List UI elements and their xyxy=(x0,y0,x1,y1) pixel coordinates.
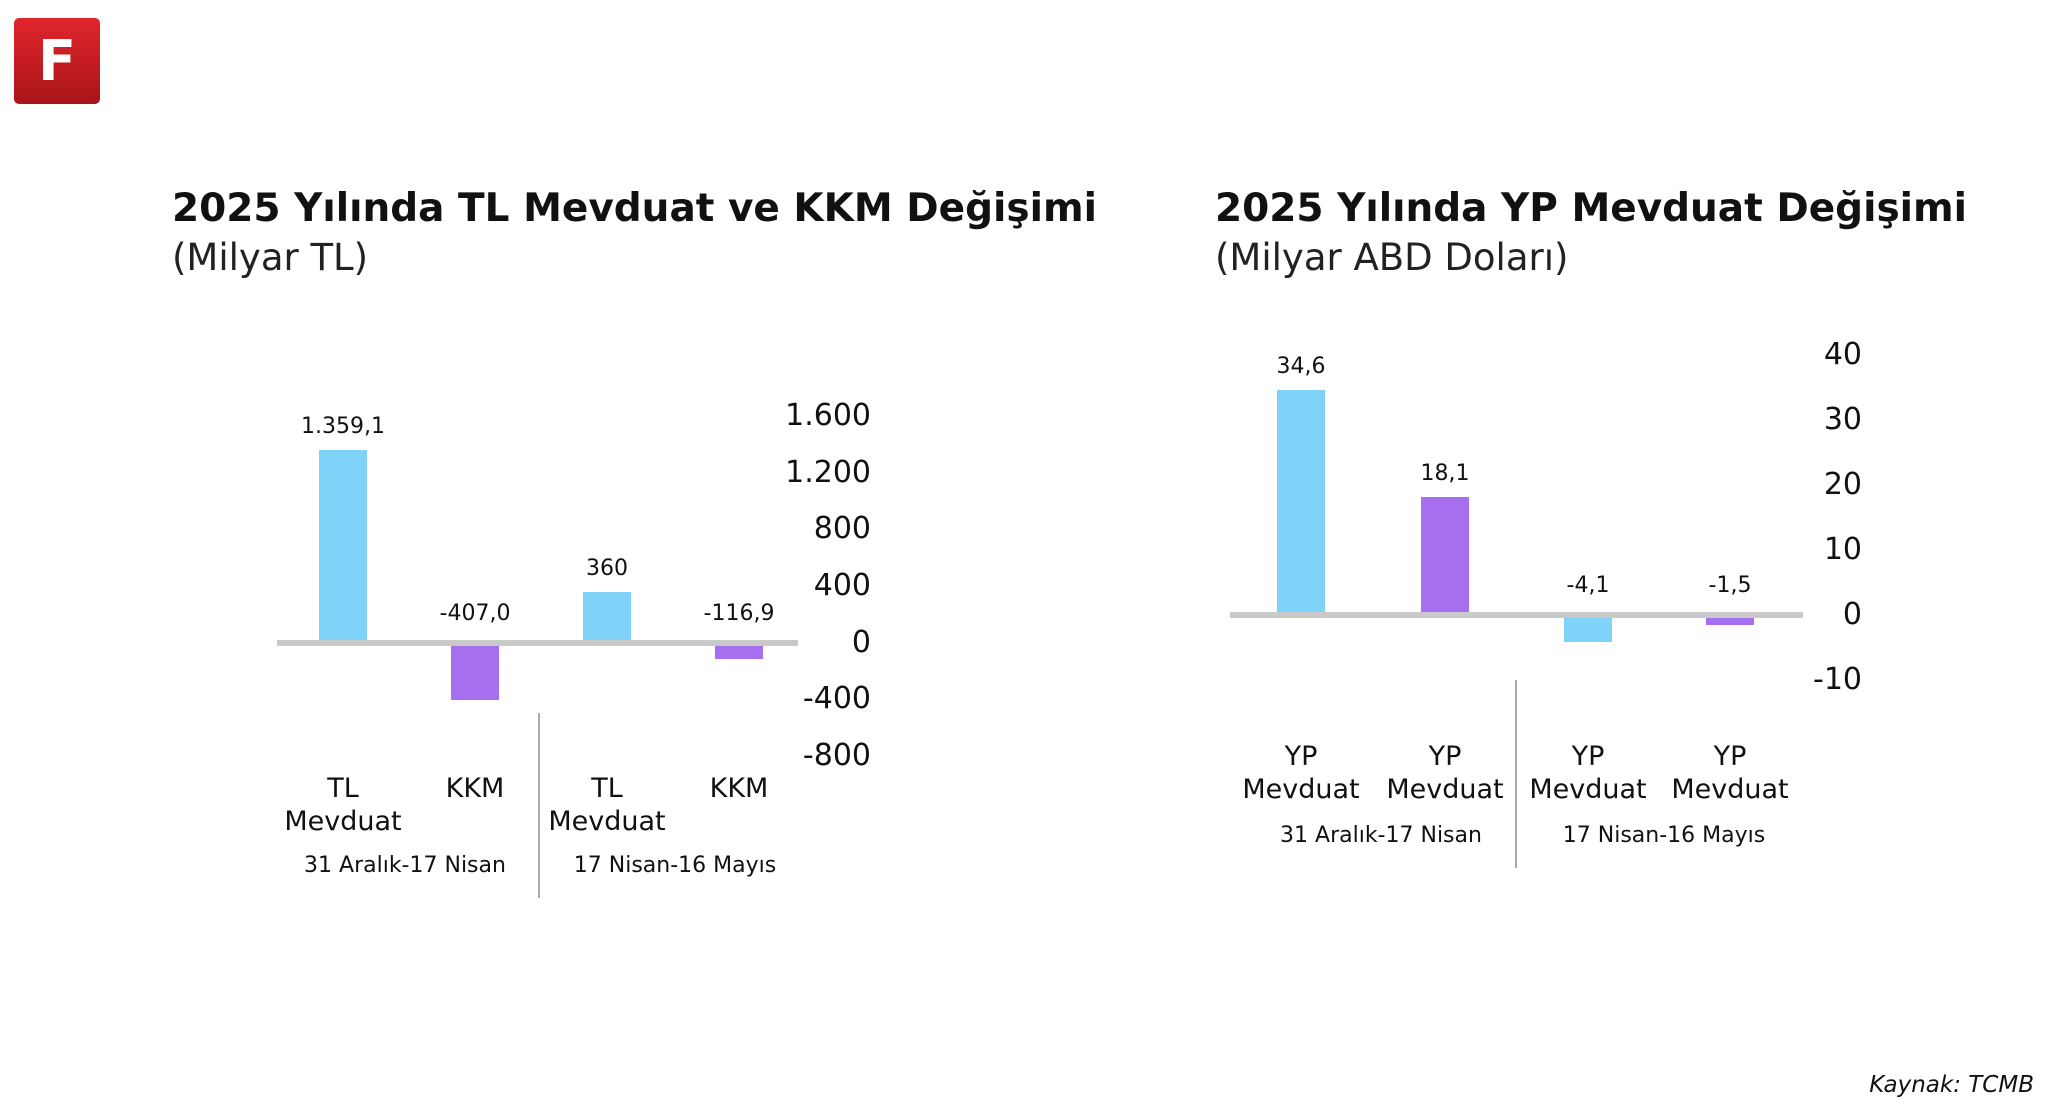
y-tick-label: 1.600 xyxy=(785,398,871,433)
source: Kaynak: TCMB xyxy=(1869,1072,2034,1098)
x-tick-label: KKM xyxy=(445,773,505,804)
baseline xyxy=(277,639,798,646)
x-tick-label: YP Mevduat xyxy=(1671,741,1789,805)
y-tick-label: 800 xyxy=(813,511,871,547)
bar xyxy=(715,642,763,660)
x-tick-label: YP Mevduat xyxy=(1242,741,1360,805)
x-tick-label: TL Mevduat xyxy=(284,773,402,837)
y-tick-label: 30 xyxy=(1823,402,1862,437)
y-tick-label: -10 xyxy=(1813,662,1862,697)
value-label: 360 xyxy=(586,555,628,581)
bar xyxy=(451,642,499,701)
y-tick-label: -800 xyxy=(802,738,871,773)
group-label: 31 Aralık-17 Nisan xyxy=(1280,823,1482,848)
y-tick-label: 400 xyxy=(813,568,871,603)
chart-title: 2025 Yılında TL Mevduat ve KKM Değişimi xyxy=(172,186,1097,231)
x-tick-label: TL Mevduat xyxy=(548,773,666,837)
y-tick-label: 20 xyxy=(1823,467,1862,502)
group-label: 31 Aralık-17 Nisan xyxy=(304,853,506,878)
group-label: 17 Nisan-16 Mayıs xyxy=(573,853,777,878)
x-tick-label: KKM xyxy=(709,773,769,804)
y-tick-label: 0 xyxy=(851,624,871,660)
group-label: 17 Nisan-16 Mayıs xyxy=(1562,823,1766,848)
value-label: -116,9 xyxy=(703,600,775,626)
bar xyxy=(583,591,631,643)
value-label: -4,1 xyxy=(1566,573,1610,598)
y-tick-label: 1.200 xyxy=(785,454,871,490)
chart-subtitle: (Milyar TL) xyxy=(172,236,369,279)
value-label: -1,5 xyxy=(1708,573,1752,598)
baseline xyxy=(1230,612,1803,618)
bar xyxy=(319,450,367,643)
bar xyxy=(1277,390,1325,615)
value-label: 18,1 xyxy=(1420,461,1470,487)
value-label: -407,0 xyxy=(439,600,511,626)
group-separator xyxy=(538,713,540,898)
bar xyxy=(1706,615,1754,625)
bar xyxy=(1564,615,1612,642)
y-tick-label: 10 xyxy=(1823,532,1862,567)
chart-title: 2025 Yılında YP Mevduat Değişimi xyxy=(1215,186,1968,231)
group-separator xyxy=(1515,680,1517,868)
x-tick-label: YP Mevduat xyxy=(1529,741,1647,805)
logo: F xyxy=(14,18,100,104)
y-tick-label: 0 xyxy=(1842,597,1862,632)
chart-subtitle: (Milyar ABD Doları) xyxy=(1215,236,1569,279)
y-tick-label: -400 xyxy=(802,681,871,717)
x-tick-label: YP Mevduat xyxy=(1386,741,1504,805)
y-tick-label: 40 xyxy=(1823,337,1862,372)
bar xyxy=(1421,497,1469,615)
value-label: 1.359,1 xyxy=(301,414,385,440)
value-label: 34,6 xyxy=(1276,354,1326,380)
